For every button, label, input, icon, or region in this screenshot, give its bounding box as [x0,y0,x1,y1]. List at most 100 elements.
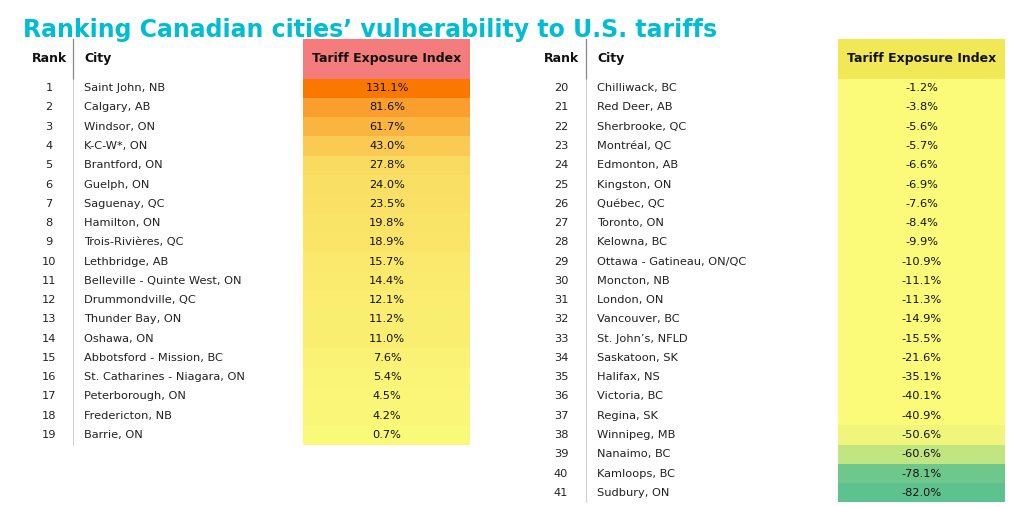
Text: -9.9%: -9.9% [905,237,938,247]
Text: St. John’s, NFLD: St. John’s, NFLD [597,334,688,344]
Bar [838,175,1005,194]
Text: Saguenay, QC: Saguenay, QC [84,199,165,209]
Bar [838,156,1005,175]
Bar [838,329,1005,348]
Text: 16: 16 [42,372,56,382]
Text: 22: 22 [554,122,568,132]
Text: Drummondville, QC: Drummondville, QC [84,295,196,305]
Text: Chilliwack, BC: Chilliwack, BC [597,83,677,93]
Text: Québec, QC: Québec, QC [597,199,665,209]
Text: 11.0%: 11.0% [369,334,406,344]
Bar [303,348,470,368]
Text: 39: 39 [554,449,568,459]
Text: 4: 4 [46,141,52,151]
Text: Oshawa, ON: Oshawa, ON [84,334,154,344]
Text: 5: 5 [45,160,53,170]
Bar [303,329,470,348]
Text: 36: 36 [554,391,568,402]
Text: 37: 37 [554,411,568,421]
Text: -5.7%: -5.7% [905,141,938,151]
Bar [303,368,470,387]
Text: Rank: Rank [32,52,67,65]
Text: 30: 30 [554,276,568,286]
Text: Trois-Rivières, QC: Trois-Rivières, QC [84,237,183,247]
Bar [838,310,1005,329]
Bar [838,291,1005,310]
Text: 34: 34 [554,353,568,363]
Text: Red Deer, AB: Red Deer, AB [597,102,673,113]
Bar [838,194,1005,213]
Text: St. Catharines - Niagara, ON: St. Catharines - Niagara, ON [84,372,245,382]
Text: Sherbrooke, QC: Sherbrooke, QC [597,122,686,132]
Bar [303,175,470,194]
Bar [838,136,1005,156]
Text: 15: 15 [42,353,56,363]
Text: Toronto, ON: Toronto, ON [597,218,664,228]
Text: 1: 1 [45,83,53,93]
Text: 24: 24 [554,160,568,170]
Text: 41: 41 [554,488,568,498]
Bar [303,98,470,117]
Text: -6.6%: -6.6% [905,160,938,170]
Text: 131.1%: 131.1% [366,83,409,93]
Text: -6.9%: -6.9% [905,179,938,190]
Text: 0.7%: 0.7% [373,430,401,440]
Text: 25: 25 [554,179,568,190]
Text: Sudbury, ON: Sudbury, ON [597,488,670,498]
Text: Victoria, BC: Victoria, BC [597,391,663,402]
Text: 9: 9 [45,237,53,247]
Text: Regina, SK: Regina, SK [597,411,657,421]
Bar [838,213,1005,233]
Text: 29: 29 [554,257,568,267]
Bar [303,117,470,136]
Text: 24.0%: 24.0% [369,179,406,190]
Text: -5.6%: -5.6% [905,122,938,132]
Text: Rank: Rank [544,52,579,65]
Text: 61.7%: 61.7% [369,122,406,132]
Text: Fredericton, NB: Fredericton, NB [84,411,172,421]
Text: -14.9%: -14.9% [901,314,942,324]
Text: -7.6%: -7.6% [905,199,938,209]
Text: 33: 33 [554,334,568,344]
Text: -15.5%: -15.5% [901,334,942,344]
Text: -40.1%: -40.1% [901,391,942,402]
Text: Tariff Exposure Index: Tariff Exposure Index [312,52,462,65]
Text: Belleville - Quinte West, ON: Belleville - Quinte West, ON [84,276,242,286]
Text: 27.8%: 27.8% [369,160,406,170]
Bar [303,310,470,329]
Text: 3: 3 [45,122,53,132]
Text: 31: 31 [554,295,568,305]
Text: 20: 20 [554,83,568,93]
Text: Ranking Canadian cities’ vulnerability to U.S. tariffs: Ranking Canadian cities’ vulnerability t… [23,18,717,42]
Bar [303,252,470,271]
Text: Vancouver, BC: Vancouver, BC [597,314,680,324]
Bar [838,79,1005,98]
Text: -11.1%: -11.1% [901,276,942,286]
Text: 19: 19 [42,430,56,440]
Text: -50.6%: -50.6% [901,430,942,440]
Text: Edmonton, AB: Edmonton, AB [597,160,678,170]
Bar [303,39,470,79]
Bar [838,348,1005,368]
Text: Saskatoon, SK: Saskatoon, SK [597,353,678,363]
Text: Halifax, NS: Halifax, NS [597,372,659,382]
Text: 26: 26 [554,199,568,209]
Text: K-C-W*, ON: K-C-W*, ON [84,141,147,151]
Text: City: City [84,52,112,65]
Bar [303,387,470,406]
Bar [303,233,470,252]
Bar [838,117,1005,136]
Bar [838,39,1005,79]
Text: 32: 32 [554,314,568,324]
Text: Kingston, ON: Kingston, ON [597,179,672,190]
Bar [838,252,1005,271]
Text: Saint John, NB: Saint John, NB [84,83,165,93]
Bar [838,425,1005,445]
Text: -11.3%: -11.3% [901,295,942,305]
Text: 23: 23 [554,141,568,151]
Bar [838,406,1005,425]
Text: City: City [597,52,625,65]
Text: 12: 12 [42,295,56,305]
Text: 38: 38 [554,430,568,440]
Text: 15.7%: 15.7% [369,257,406,267]
